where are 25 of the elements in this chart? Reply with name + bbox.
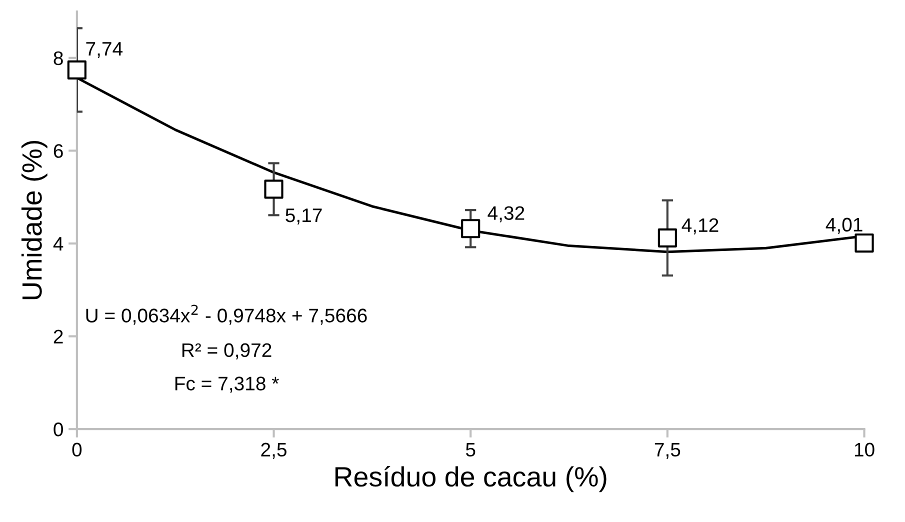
data-label: 4,01 (826, 218, 862, 234)
point (264, 180, 284, 199)
annotation: Fc = 7,318 * (175, 376, 279, 393)
y-axis-title: Umidade (%) (21, 140, 48, 300)
x-tick-label: 2,5 (261, 442, 286, 459)
y-tick-label: 4 (53, 237, 64, 251)
x-tick-label: 10 (854, 442, 874, 457)
data-label: 4,12 (682, 218, 718, 234)
point (658, 228, 677, 248)
y-tick-label: 6 (54, 144, 63, 158)
y-tick-label: 0 (54, 422, 63, 436)
x-axis-title: Resíduo de cacau (%) (335, 466, 606, 492)
x-tick-label: 5 (466, 442, 476, 457)
point (461, 219, 480, 238)
data-label: 5,17 (286, 208, 322, 224)
point (854, 233, 874, 253)
x-tick-label: 0 (72, 442, 82, 457)
y-tick-label: 2 (54, 330, 63, 344)
annotation: U = 0,0634x$^{2}$ - 0,9748x + 7,5666 (86, 304, 367, 325)
annotation: R² = 0,972 (182, 343, 272, 360)
data-label: 4,32 (488, 206, 524, 222)
x-tick-label: 7,5 (654, 442, 680, 459)
y-tick-label: 8 (54, 51, 63, 66)
data-label: 7,74 (86, 42, 123, 58)
point (67, 60, 86, 80)
